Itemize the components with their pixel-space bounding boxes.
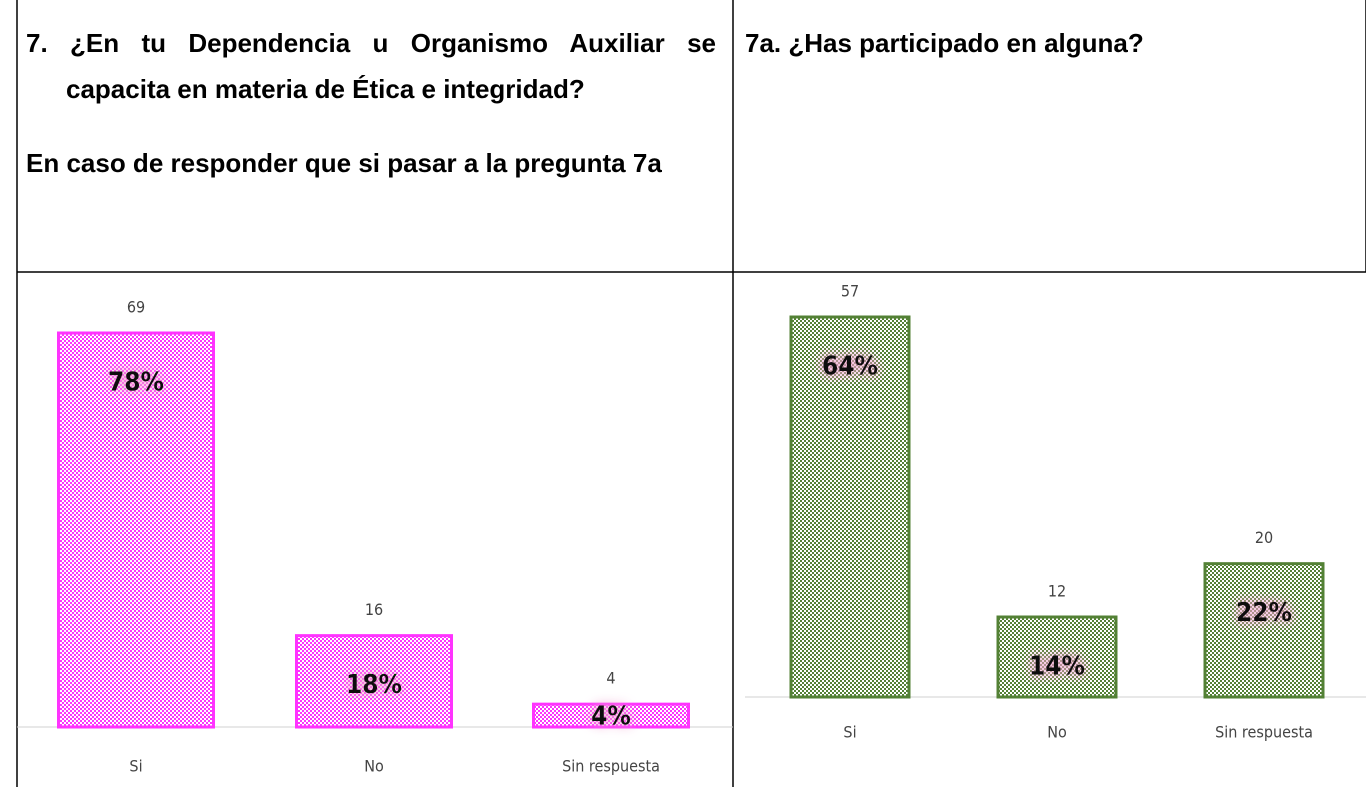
question: 7a. ¿Has participado en alguna? <box>745 28 1144 58</box>
category-label: Si <box>843 723 856 742</box>
count-label: 16 <box>365 600 383 619</box>
category-label: No <box>1047 723 1067 742</box>
bar <box>295 634 453 729</box>
bar <box>1203 562 1325 699</box>
count-label: 4 <box>606 669 615 688</box>
count-label: 57 <box>841 282 859 301</box>
share-label: 18% <box>346 670 402 700</box>
share-label: 4% <box>591 702 631 732</box>
table-borders <box>16 0 1366 787</box>
bar <box>789 315 911 699</box>
bar <box>57 331 215 729</box>
right-header: 7a. ¿Has participado en alguna? <box>745 20 1345 66</box>
category-label: Si <box>129 757 142 776</box>
share-label: 64% <box>822 352 878 382</box>
question: 7. ¿En tu Dependencia u Organismo Auxili… <box>26 28 716 104</box>
note: En caso de responder que si pasar a la p… <box>26 148 662 178</box>
bar <box>532 702 690 729</box>
category-label: No <box>364 757 384 776</box>
share-label: 22% <box>1236 598 1292 628</box>
share-label: 78% <box>108 368 164 398</box>
count-label: 12 <box>1048 582 1066 601</box>
category-label: Sin respuesta <box>562 757 660 776</box>
bar <box>996 615 1118 699</box>
count-label: 20 <box>1255 528 1273 547</box>
share-label: 14% <box>1029 652 1085 682</box>
left-header: 7. ¿En tu Dependencia u Organismo Auxili… <box>26 20 716 186</box>
category-label: Sin respuesta <box>1215 723 1313 742</box>
count-label: 69 <box>127 298 145 317</box>
